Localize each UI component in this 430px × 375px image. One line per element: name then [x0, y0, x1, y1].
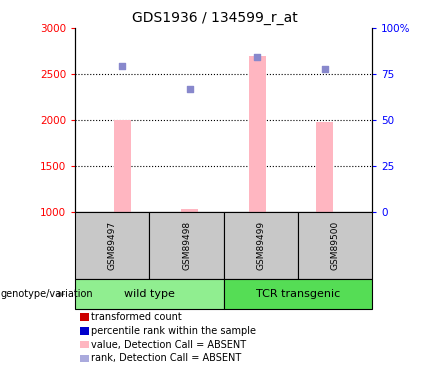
Text: GSM89500: GSM89500 — [330, 221, 339, 270]
Text: GSM89498: GSM89498 — [182, 221, 191, 270]
Point — [119, 63, 126, 69]
Text: percentile rank within the sample: percentile rank within the sample — [91, 326, 256, 336]
Text: GSM89499: GSM89499 — [256, 221, 265, 270]
Text: wild type: wild type — [124, 290, 175, 299]
Text: rank, Detection Call = ABSENT: rank, Detection Call = ABSENT — [91, 354, 241, 363]
Bar — [249, 56, 266, 212]
Text: TCR transgenic: TCR transgenic — [256, 290, 340, 299]
Point — [321, 66, 328, 72]
Text: value, Detection Call = ABSENT: value, Detection Call = ABSENT — [91, 340, 246, 350]
Point — [187, 86, 194, 92]
Bar — [316, 122, 333, 212]
Bar — [181, 209, 198, 212]
Text: genotype/variation: genotype/variation — [1, 290, 93, 299]
Text: GSM89497: GSM89497 — [108, 221, 117, 270]
Text: transformed count: transformed count — [91, 312, 182, 322]
Bar — [114, 120, 131, 212]
Text: GDS1936 / 134599_r_at: GDS1936 / 134599_r_at — [132, 11, 298, 25]
Point — [254, 54, 261, 60]
